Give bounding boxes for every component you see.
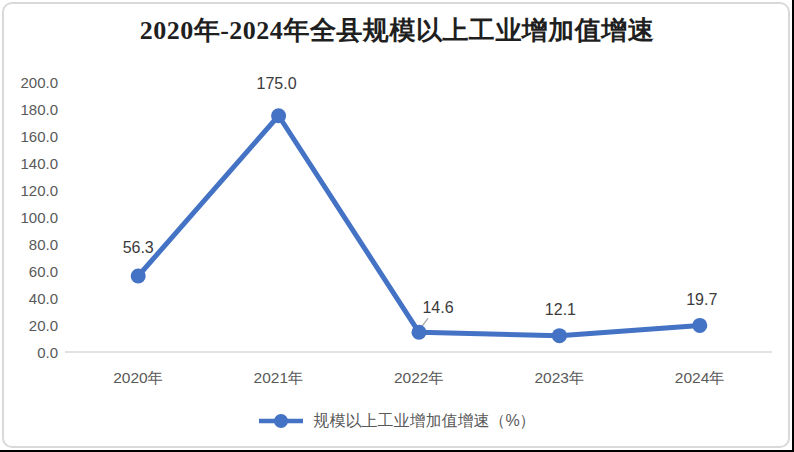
y-axis-tick-label: 20.0 — [29, 317, 58, 334]
data-point-marker — [131, 268, 146, 283]
y-axis-tick-label: 140.0 — [20, 155, 58, 172]
data-point-label: 56.3 — [123, 239, 154, 256]
data-point-marker — [692, 318, 707, 333]
data-point-marker — [552, 328, 567, 343]
y-axis-tick-label: 100.0 — [20, 209, 58, 226]
legend-line-marker-icon — [258, 413, 304, 429]
x-axis-tick-label: 2023年 — [534, 369, 584, 386]
data-point-label: 175.0 — [257, 75, 297, 92]
y-axis-tick-label: 200.0 — [20, 74, 58, 91]
y-axis-tick-label: 40.0 — [29, 290, 58, 307]
data-point-marker — [271, 108, 286, 123]
data-point-label: 14.6 — [422, 299, 453, 316]
x-axis-tick-label: 2024年 — [675, 369, 725, 386]
data-point-label: 19.7 — [686, 291, 717, 308]
y-axis-tick-label: 160.0 — [20, 128, 58, 145]
data-point-label: 12.1 — [545, 301, 576, 318]
y-axis-tick-label: 60.0 — [29, 263, 58, 280]
y-axis-tick-label: 80.0 — [29, 236, 58, 253]
legend: 规模以上工业增加值增速（%） — [0, 411, 794, 431]
legend-series-label: 规模以上工业增加值增速（%） — [313, 411, 535, 431]
y-axis-tick-label: 120.0 — [20, 182, 58, 199]
data-point-marker — [412, 325, 427, 340]
series-line — [138, 116, 700, 336]
chart-container: 2020年-2024年全县规模以上工业增加值增速 0.020.040.060.0… — [0, 0, 794, 452]
x-axis-tick-label: 2022年 — [394, 369, 444, 386]
y-axis-tick-label: 180.0 — [20, 101, 58, 118]
x-axis-tick-label: 2021年 — [254, 369, 304, 386]
y-axis-tick-label: 0.0 — [37, 344, 58, 361]
line-chart-plot-area: 0.0 20.0 40.0 60.0 80.0 100.0 120.0 140.0 160.0 1… — [0, 0, 794, 452]
x-axis-tick-label: 2020年 — [113, 369, 163, 386]
